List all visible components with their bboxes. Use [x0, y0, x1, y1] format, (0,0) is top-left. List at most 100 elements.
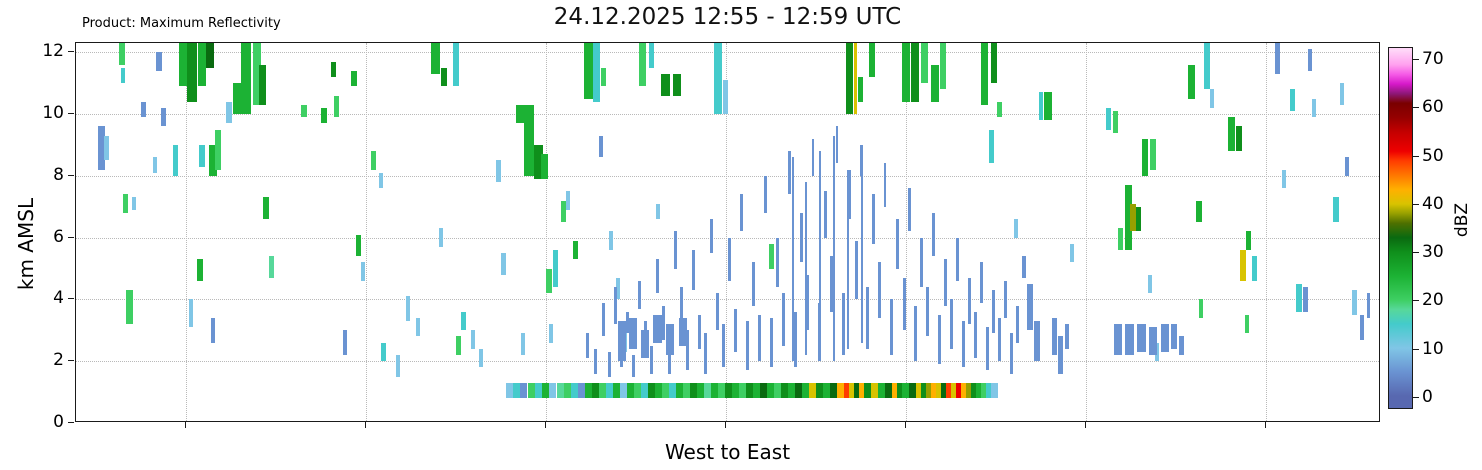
echo-bar: [666, 324, 674, 356]
echo-bar: [753, 382, 760, 399]
y-tick-label: 10: [42, 103, 64, 124]
echo-bar: [573, 240, 578, 260]
echo-bar: [1245, 314, 1249, 334]
echo-bar: [902, 382, 909, 399]
echo-bar: [944, 259, 947, 306]
echo-bar: [940, 43, 946, 90]
vertical-gridline: [1086, 43, 1087, 421]
echo-bar: [921, 382, 928, 399]
echo-bar: [571, 382, 578, 399]
echo-bar: [819, 151, 821, 349]
echo-bar: [496, 160, 501, 183]
echo-bar: [98, 126, 105, 170]
echo-bar: [650, 345, 653, 374]
echo-bar: [471, 330, 475, 349]
horizontal-gridline: [76, 237, 1379, 239]
echo-bar: [586, 333, 589, 359]
product-label: Product: Maximum Reflectivity: [82, 16, 281, 31]
echo-bar: [1114, 324, 1122, 356]
echo-bar: [802, 382, 809, 399]
echo-bar: [653, 314, 662, 343]
echo-bar: [1352, 290, 1357, 315]
colorbar-tick-label: 40: [1422, 193, 1444, 214]
echo-bar: [980, 262, 983, 303]
echo-bar: [792, 157, 794, 362]
echo-bar: [774, 382, 781, 399]
echo-bar: [656, 203, 660, 220]
echo-bar: [1113, 110, 1118, 133]
echo-bar: [704, 382, 711, 399]
echo-bar: [989, 129, 994, 164]
echo-bar: [981, 382, 988, 399]
horizontal-gridline: [76, 175, 1379, 177]
echo-bar: [812, 138, 814, 176]
x-axis-label: West to East: [664, 440, 791, 464]
echo-bar: [846, 43, 853, 115]
echo-bar: [668, 336, 671, 374]
echo-bar: [986, 382, 993, 399]
echo-bar: [179, 43, 187, 87]
echo-bar: [649, 43, 654, 68]
echo-bar: [1308, 49, 1312, 71]
echo-bar: [1333, 197, 1339, 223]
echo-bar: [126, 290, 133, 325]
echo-bar: [902, 43, 910, 102]
echo-bar: [849, 382, 856, 399]
echo-bar: [371, 151, 376, 170]
echo-bar: [601, 67, 606, 87]
echo-bar: [1010, 333, 1013, 374]
echo-bar: [334, 95, 339, 118]
echo-bar: [781, 382, 788, 399]
echo-bar: [920, 237, 923, 288]
y-tick-label: 12: [42, 41, 64, 62]
echo-bar: [871, 382, 878, 399]
echo-bar: [1125, 185, 1132, 250]
echo-bar: [632, 355, 635, 377]
echo-bar: [662, 305, 665, 340]
echo-bar: [641, 330, 649, 359]
echo-bar: [501, 253, 506, 275]
colorbar-tick-mark: [1413, 300, 1419, 302]
echo-bar: [253, 43, 261, 105]
echo-bar: [692, 249, 695, 291]
echo-bar: [1204, 43, 1210, 90]
echo-bar: [431, 43, 440, 74]
echo-bar: [1345, 157, 1349, 176]
colorbar-tick-label: 70: [1422, 49, 1444, 70]
echo-bar: [546, 268, 552, 294]
echo-bar: [782, 293, 785, 346]
colorbar-tick-label: 20: [1422, 290, 1444, 311]
echo-bar: [991, 382, 998, 399]
echo-bar: [890, 299, 893, 356]
echo-bar: [648, 382, 655, 399]
echo-bar: [674, 231, 677, 269]
echo-bar: [854, 43, 857, 115]
echo-bar: [173, 144, 178, 176]
echo-bar: [903, 277, 906, 331]
echo-bar: [951, 382, 958, 399]
echo-bar: [441, 67, 447, 87]
echo-bar: [156, 52, 162, 71]
vertical-gridline: [186, 43, 187, 421]
echo-bar: [1149, 327, 1157, 356]
echo-bar: [669, 382, 676, 399]
colorbar: [1388, 47, 1413, 409]
echo-bar: [770, 317, 773, 368]
echo-bar: [1034, 321, 1040, 362]
echo-bar: [634, 382, 641, 399]
echo-bar: [379, 172, 383, 189]
echo-bar: [521, 333, 525, 356]
echo-bar: [824, 191, 827, 238]
echo-bar: [199, 144, 205, 167]
echo-bar: [837, 382, 844, 399]
echo-bar: [676, 382, 683, 399]
x-tick-mark: [365, 422, 366, 428]
echo-bar: [764, 175, 767, 213]
echo-bar: [585, 382, 592, 399]
echo-bar: [1240, 249, 1246, 281]
echo-bar: [456, 336, 461, 356]
y-tick-label: 8: [53, 164, 64, 185]
echo-bar: [897, 382, 904, 399]
echo-bar: [549, 324, 553, 343]
echo-bar: [991, 43, 997, 84]
